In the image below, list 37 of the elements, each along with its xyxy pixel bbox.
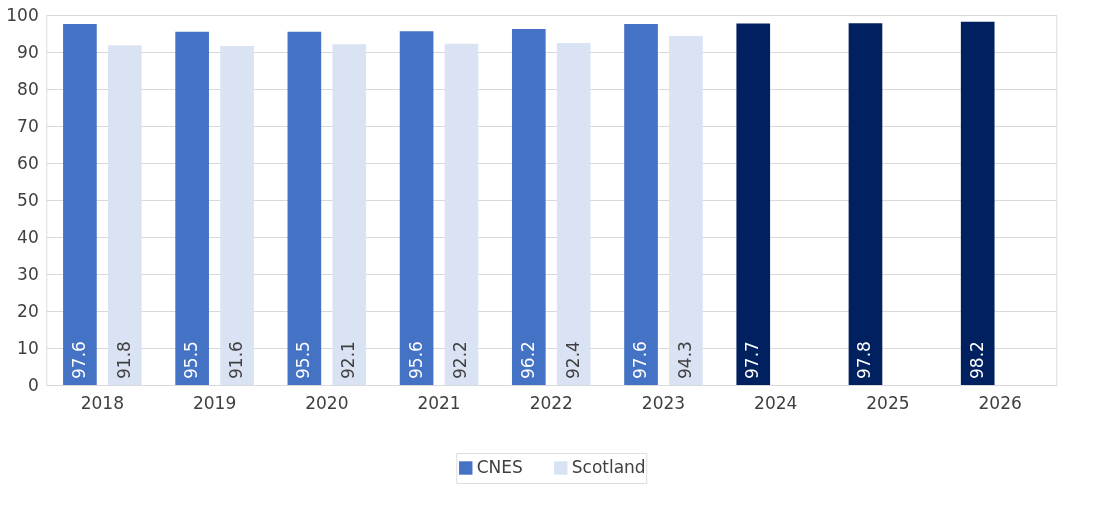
data-label: 97.6 (68, 341, 89, 379)
x-tick-label: 2020 (305, 392, 349, 413)
y-tick-label: 80 (17, 78, 39, 99)
data-label: 94.3 (674, 341, 695, 379)
data-label: 95.6 (405, 341, 426, 379)
y-tick-label: 30 (17, 263, 39, 284)
legend-label: Scotland (571, 457, 646, 477)
y-tick-label: 70 (17, 115, 39, 136)
y-tick-label: 50 (17, 189, 39, 210)
y-tick-label: 10 (17, 337, 39, 358)
y-tick-label: 40 (17, 226, 39, 247)
data-label: 92.4 (562, 341, 583, 379)
legend-label: CNES (476, 457, 523, 477)
data-label: 97.8 (854, 341, 875, 379)
y-tick-label: 90 (17, 41, 39, 62)
x-tick-label: 2023 (641, 392, 686, 413)
x-tick-label: 2026 (978, 392, 1022, 413)
x-tick-label: 2024 (754, 392, 798, 413)
x-tick-label: 2021 (417, 392, 461, 413)
data-label: 92.2 (450, 341, 471, 379)
x-tick-label: 2025 (866, 392, 910, 413)
y-tick-label: 60 (17, 152, 39, 173)
y-tick-label: 100 (6, 4, 39, 25)
data-label: 92.1 (338, 341, 359, 379)
y-tick-label: 0 (27, 374, 39, 395)
data-label: 96.2 (517, 341, 538, 379)
data-label: 98.2 (966, 341, 987, 379)
x-tick-label: 2019 (192, 392, 237, 413)
data-label: 91.8 (113, 341, 134, 379)
data-label: 97.7 (742, 341, 763, 379)
x-tick-label: 2018 (80, 392, 124, 413)
x-tick-label: 2022 (529, 392, 573, 413)
data-label: 91.6 (226, 341, 247, 379)
data-label: 97.6 (630, 341, 651, 379)
data-label: 95.5 (293, 341, 314, 379)
y-tick-label: 20 (17, 300, 39, 321)
data-label: 95.5 (181, 341, 202, 379)
